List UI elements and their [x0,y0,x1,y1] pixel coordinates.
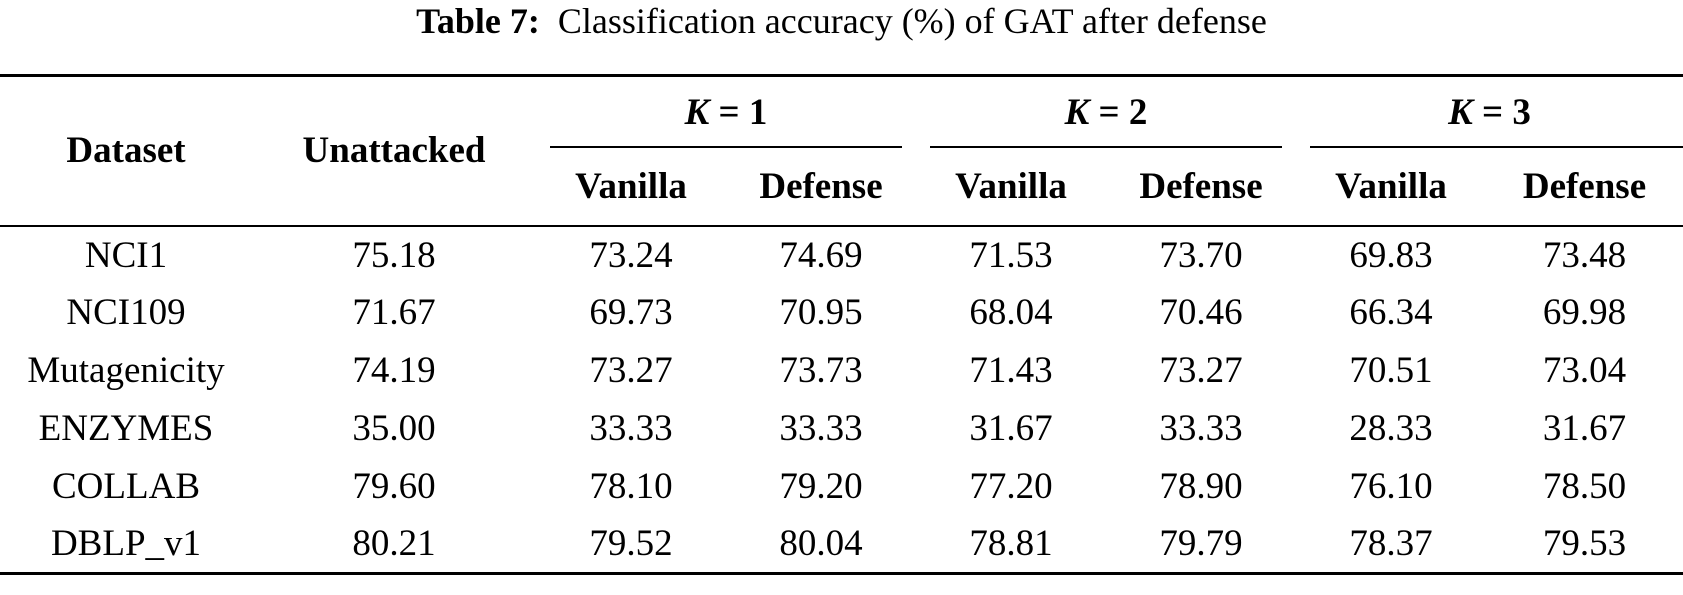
table-caption: Table 7: Classification accuracy (%) of … [0,0,1683,42]
cell-unattacked: 71.67 [352,292,436,333]
cell-dataset: DBLP_v1 [50,523,202,565]
k2-rule [930,145,1282,148]
table-row: NCI1 75.18 73.24 74.69 71.53 73.70 69.83… [0,226,1683,284]
k1-eq: = 1 [709,91,768,133]
cell-k1-defense: 73.73 [779,350,863,391]
subheader-k2-vanilla: Vanilla [955,165,1067,207]
cell-k1-vanilla: 73.27 [589,350,673,391]
cell-k3-vanilla: 78.37 [1349,523,1433,565]
cell-dataset: NCI1 [84,234,168,276]
cell-k3-defense: 78.50 [1542,466,1627,507]
cell-unattacked: 35.00 [352,408,436,449]
cell-k2-defense: 73.27 [1159,350,1243,391]
k2-eq: = 2 [1089,91,1148,133]
cell-k2-vanilla: 31.67 [969,408,1053,449]
cell-k2-vanilla: 77.20 [969,466,1053,507]
header-unattacked: Unattacked [252,75,536,227]
cell-k1-defense: 33.33 [779,408,863,449]
k3-var: K [1448,91,1473,133]
cell-k3-defense: 79.53 [1542,523,1627,565]
k1-rule [550,145,902,148]
table-row: COLLAB 79.60 78.10 79.20 77.20 78.90 76.… [0,458,1683,516]
cell-k2-vanilla: 71.53 [969,234,1053,276]
cell-k2-defense: 78.90 [1159,466,1243,507]
cell-k2-vanilla: 71.43 [969,350,1053,391]
subheader-k2-defense: Defense [1139,165,1263,207]
cell-k2-defense: 79.79 [1159,523,1243,565]
table-row: Mutagenicity 74.19 73.27 73.73 71.43 73.… [0,342,1683,400]
header-dataset: Dataset [0,75,252,227]
cell-unattacked: 74.19 [352,350,436,391]
cell-k1-vanilla: 78.10 [589,466,673,507]
subheader-k1-defense: Defense [759,165,883,207]
k3-rule [1310,145,1683,148]
cell-unattacked: 80.21 [352,523,436,565]
k2-var: K [1064,91,1090,133]
k3-eq: = 3 [1472,91,1531,133]
header-row-1: Dataset Unattacked K = 1 K = 2 K = 3 [0,75,1683,227]
table-row: DBLP_v1 80.21 79.52 80.04 78.81 79.79 78… [0,516,1683,574]
subheader-k1-vanilla: Vanilla [575,165,687,207]
cell-k1-defense: 70.95 [779,292,863,333]
cell-dataset: ENZYMES [38,408,214,449]
cell-k3-vanilla: 66.34 [1349,292,1433,333]
results-table: Dataset Unattacked K = 1 K = 2 K = 3 Van… [0,74,1683,575]
cell-k3-vanilla: 76.10 [1349,466,1433,507]
cell-k1-defense: 79.20 [779,466,863,507]
header-k3: K = 3 [1296,76,1683,148]
cell-k1-vanilla: 73.24 [589,234,673,276]
header-row-2: Vanilla Defense Vanilla Defense Vanilla … [0,148,1683,226]
cell-k1-vanilla: 69.73 [589,292,673,333]
table-row: NCI109 71.67 69.73 70.95 68.04 70.46 66.… [0,284,1683,342]
cell-k3-vanilla: 70.51 [1349,350,1433,391]
cell-k2-vanilla: 68.04 [969,292,1053,333]
k1-var: K [684,91,710,133]
cell-k1-vanilla: 33.33 [589,408,673,449]
cell-k3-defense: 69.98 [1542,292,1627,333]
cell-k2-vanilla: 78.81 [969,523,1053,565]
cell-k1-defense: 80.04 [779,523,863,565]
subheader-k3-defense: Defense [1522,165,1647,207]
table-row: ENZYMES 35.00 33.33 33.33 31.67 33.33 28… [0,400,1683,458]
cell-dataset: COLLAB [52,466,200,507]
caption-label: Table 7: [416,1,540,41]
cell-k3-vanilla: 69.83 [1349,234,1433,276]
cell-k2-defense: 73.70 [1159,234,1243,276]
subheader-k3-vanilla: Vanilla [1335,165,1447,207]
cell-k2-defense: 70.46 [1159,292,1243,333]
cell-unattacked: 79.60 [352,466,436,507]
cell-dataset: Mutagenicity [27,350,225,391]
cell-k2-defense: 33.33 [1159,408,1243,449]
cell-k3-defense: 73.04 [1542,350,1627,391]
cell-dataset: NCI109 [66,292,186,333]
cell-k3-defense: 31.67 [1542,408,1627,449]
cell-k1-defense: 74.69 [779,234,863,276]
cell-k3-vanilla: 28.33 [1349,408,1433,449]
cell-k3-defense: 73.48 [1542,234,1627,276]
cell-k1-vanilla: 79.52 [589,523,673,565]
header-k1: K = 1 [536,76,916,148]
cell-unattacked: 75.18 [352,234,436,276]
caption-text: Classification accuracy (%) of GAT after… [557,1,1267,41]
header-k2: K = 2 [916,76,1296,148]
